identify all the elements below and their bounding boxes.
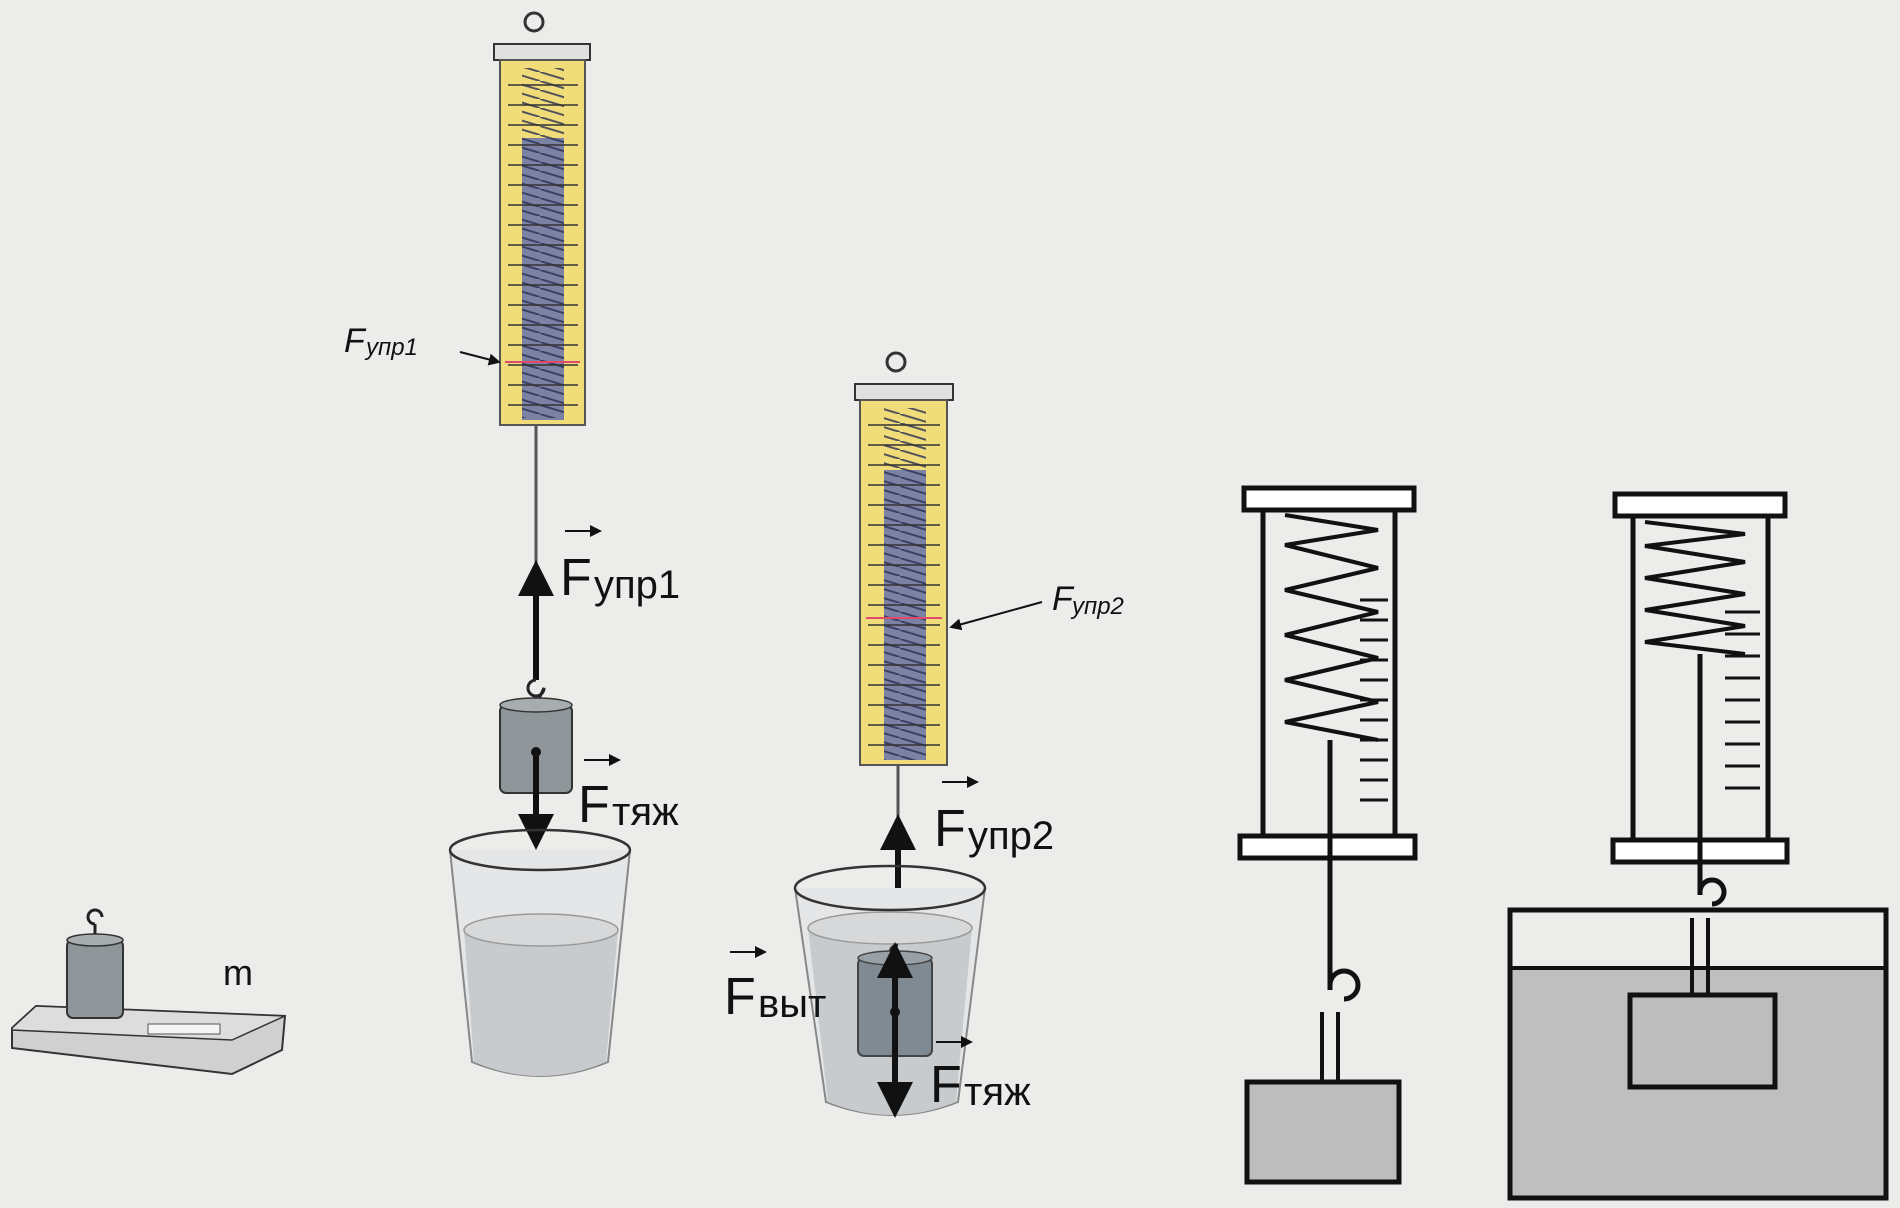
f-upr1-vector-sub: упр1	[594, 563, 680, 607]
weight-on-scale	[66, 939, 124, 1019]
f-upr2-pointer-label-sub: упр2	[1070, 593, 1124, 620]
f-upr1-vector-letter: F	[560, 549, 592, 607]
mass-label: m	[223, 952, 253, 993]
electronic-scale-with-weight: m	[11, 908, 287, 1076]
dynamometer-2-spring	[884, 408, 926, 760]
dynamometer-1-scale-ticks	[508, 84, 578, 406]
schematic-2-top-plate	[1612, 491, 1788, 519]
f-upr2-pointer-label: F	[1052, 580, 1075, 618]
schematic-1-loop	[1320, 1012, 1340, 1082]
schematic-dynamometer-in-air	[1237, 485, 1418, 1185]
schematic-dynamometer-in-water	[1507, 491, 1889, 1201]
f-tyazh1-vector-label: F тяж	[578, 754, 679, 834]
schematic-1-spring	[1284, 513, 1379, 742]
dynamometer-1-spring	[522, 68, 564, 418]
f-tyazh1-vector-sub: тяж	[612, 790, 679, 834]
weight-1-top	[499, 697, 573, 713]
schematic-2-scale-ticks	[1725, 610, 1760, 790]
schematic-1-hook	[1327, 968, 1361, 1002]
dynamometer-2-top-bar	[854, 383, 954, 401]
f-vyt-vector-label: F выт	[724, 946, 826, 1026]
schematic-2-tank	[1507, 907, 1889, 1201]
schematic-1-scale-ticks	[1360, 598, 1388, 802]
glass-1-rim	[448, 828, 632, 872]
f-upr1-vector-label: F упр1	[560, 525, 680, 607]
schematic-2-loop	[1690, 918, 1710, 995]
f-vyt-vector-letter: F	[724, 968, 756, 1026]
f-upr2-vector-label: F упр2	[934, 776, 1054, 858]
weight-top-face	[66, 933, 124, 947]
schematic-2-block	[1627, 992, 1778, 1090]
glass-2-water-surface	[807, 911, 973, 945]
glass-1	[448, 828, 632, 1077]
dynamometer-1	[493, 11, 591, 680]
weight-1-hook	[526, 678, 546, 706]
schematic-1-block	[1244, 1079, 1402, 1185]
weight-hook-small	[86, 908, 104, 934]
f-upr2-vector-letter: F	[934, 800, 966, 858]
f-upr1-pointer-arrow	[459, 351, 501, 366]
glass-2-rim	[793, 864, 987, 912]
f-tyazh2-vector-label: F тяж	[930, 1036, 1031, 1114]
f-tyazh1-vector-letter: F	[578, 776, 610, 834]
dynamometer-1-top-bar	[493, 43, 591, 61]
glass-1-water	[464, 930, 618, 1076]
scale-display	[147, 1023, 221, 1035]
schematic-2-hook	[1697, 877, 1727, 907]
f-upr2-pointer-arrow	[949, 601, 1043, 631]
f-upr1-pointer-label: F	[344, 322, 367, 360]
schematic-1-top-plate	[1241, 485, 1417, 513]
f-tyazh2-vector-letter: F	[930, 1056, 962, 1114]
f-upr2-vector-sub: упр2	[968, 814, 1054, 858]
dynamometer-2-scale-ticks	[868, 424, 940, 746]
dynamometer-1-ring	[523, 11, 545, 33]
schematic-2-spring	[1644, 520, 1746, 656]
weight-1	[499, 678, 573, 794]
dynamometer-2-ring	[885, 351, 907, 373]
f-upr1-pointer-label-sub: упр1	[364, 334, 418, 361]
dynamometer-2	[854, 351, 954, 945]
f-vyt-vector-sub: выт	[758, 982, 826, 1026]
f-tyazh2-vector-sub: тяж	[964, 1070, 1031, 1114]
glass-1-water-surface	[463, 913, 619, 947]
